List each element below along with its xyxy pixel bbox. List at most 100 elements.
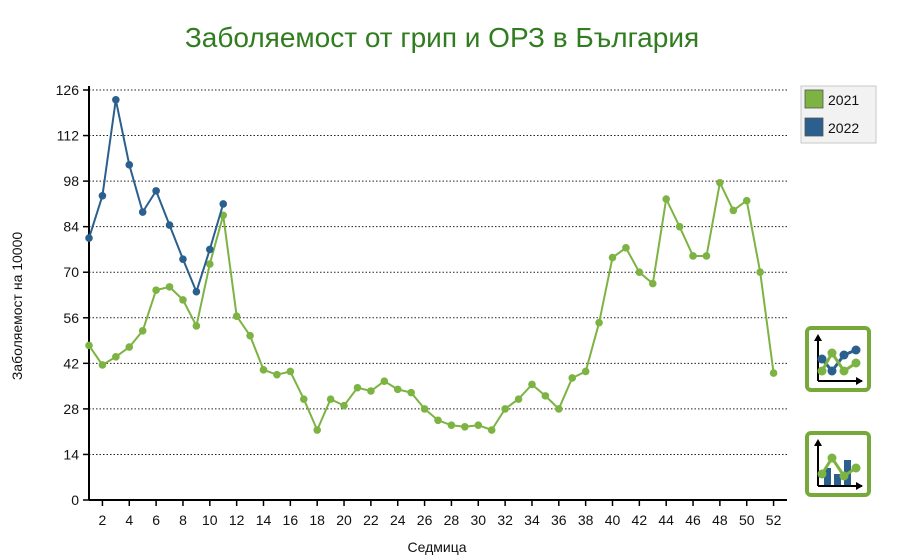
data-point-2021[interactable]	[689, 252, 697, 260]
data-point-2021[interactable]	[299, 395, 308, 403]
data-point-2021[interactable]	[447, 421, 456, 429]
data-point-2022[interactable]	[179, 255, 187, 264]
data-point-2021[interactable]	[769, 369, 778, 377]
data-point-2021[interactable]	[152, 286, 160, 294]
data-point-2021[interactable]	[286, 367, 295, 376]
data-point-2021[interactable]	[742, 196, 751, 205]
data-point-2022[interactable]	[98, 191, 107, 200]
data-point-2022[interactable]	[125, 161, 134, 169]
data-point-2022[interactable]	[112, 95, 120, 104]
x-tick-label: 38	[578, 512, 594, 528]
line-chart-icon	[814, 334, 863, 385]
data-point-2021[interactable]	[273, 370, 281, 379]
y-tick-label: 70	[63, 264, 79, 280]
data-point-2021[interactable]	[662, 195, 670, 203]
data-point-2021[interactable]	[541, 392, 550, 400]
y-tick-label: 112	[57, 128, 80, 144]
series-line-2022	[88, 98, 225, 293]
data-point-2021[interactable]	[232, 312, 241, 320]
data-point-2021[interactable]	[622, 244, 630, 252]
series-line-2021	[88, 181, 775, 431]
data-point-2021[interactable]	[206, 260, 214, 268]
y-tick-label: 98	[63, 173, 79, 189]
data-point-2021[interactable]	[313, 426, 321, 434]
data-point-2021[interactable]	[434, 416, 442, 425]
data-point-2021[interactable]	[555, 405, 563, 413]
data-point-2021[interactable]	[353, 383, 362, 392]
data-point-2021[interactable]	[179, 296, 187, 304]
data-point-2021[interactable]	[461, 422, 469, 431]
data-point-2021[interactable]	[393, 385, 402, 394]
x-tick-label: 20	[336, 512, 352, 528]
data-point-2022[interactable]	[206, 245, 214, 254]
legend-swatch-2021[interactable]	[804, 89, 824, 109]
data-point-2021[interactable]	[608, 253, 617, 262]
legend-label-2021[interactable]: 2021	[828, 92, 859, 108]
data-point-2021[interactable]	[85, 341, 93, 350]
x-tick-label: 2	[99, 512, 107, 528]
y-tick-label: 84	[63, 219, 79, 235]
y-tick-label: 42	[63, 355, 79, 371]
data-point-2021[interactable]	[326, 395, 335, 403]
data-point-2021[interactable]	[648, 279, 657, 288]
x-tick-label: 24	[390, 512, 406, 528]
data-point-2021[interactable]	[581, 367, 590, 376]
legend-swatch-2022[interactable]	[804, 117, 824, 137]
x-tick-label: 44	[658, 512, 674, 528]
y-tick-label: 28	[63, 401, 79, 417]
data-point-2021[interactable]	[474, 421, 483, 429]
data-point-2021[interactable]	[112, 353, 120, 361]
data-point-2022[interactable]	[138, 208, 147, 216]
data-point-2021[interactable]	[528, 380, 536, 389]
data-point-2022[interactable]	[219, 200, 228, 208]
data-point-2022[interactable]	[192, 287, 201, 296]
data-point-2021[interactable]	[367, 387, 375, 395]
data-point-2021[interactable]	[595, 318, 603, 327]
x-tick-label: 22	[363, 512, 379, 528]
data-point-2021[interactable]	[98, 361, 107, 369]
legend-label-2022[interactable]: 2022	[828, 120, 859, 136]
data-point-2021[interactable]	[380, 377, 389, 386]
bar-line-chart-button[interactable]	[805, 431, 871, 497]
data-point-2022[interactable]	[85, 234, 93, 242]
data-point-2021[interactable]	[420, 405, 429, 413]
data-point-2021[interactable]	[125, 343, 134, 351]
x-tick-label: 34	[524, 512, 540, 528]
x-tick-label: 48	[712, 512, 728, 528]
data-point-2022[interactable]	[165, 221, 174, 229]
data-point-2021[interactable]	[635, 268, 644, 277]
data-point-2021[interactable]	[165, 283, 174, 291]
data-point-2021[interactable]	[407, 388, 415, 397]
data-point-2021[interactable]	[716, 178, 724, 187]
line-chart-button[interactable]	[805, 326, 871, 392]
axes	[83, 86, 787, 506]
data-point-2021[interactable]	[702, 252, 711, 260]
y-tick-label: 56	[63, 310, 79, 326]
data-point-2021[interactable]	[487, 426, 496, 434]
x-tick-label: 10	[202, 512, 218, 528]
data-point-2021[interactable]	[192, 322, 201, 330]
x-tick-label: 16	[283, 512, 299, 528]
data-point-2021[interactable]	[340, 401, 348, 410]
data-point-2021[interactable]	[514, 395, 523, 403]
data-point-2021[interactable]	[246, 331, 254, 340]
x-tick-label: 52	[766, 512, 782, 528]
data-point-2021[interactable]	[756, 268, 764, 277]
data-point-2022[interactable]	[152, 187, 160, 195]
x-tick-label: 6	[152, 512, 160, 528]
data-point-2021[interactable]	[568, 374, 577, 382]
data-point-2021[interactable]	[259, 366, 268, 374]
x-tick-label: 30	[470, 512, 486, 528]
x-tick-label: 36	[551, 512, 567, 528]
x-tick-label: 14	[256, 512, 272, 528]
data-point-2021[interactable]	[138, 326, 147, 335]
y-tick-label: 14	[63, 446, 79, 462]
chart-title: Заболяемост от грип и ОРЗ в България	[184, 22, 700, 53]
data-point-2021[interactable]	[729, 206, 738, 215]
data-point-2021[interactable]	[675, 222, 684, 231]
legend: 2021 2022	[800, 85, 877, 144]
data-point-2021[interactable]	[501, 405, 509, 413]
series-2021	[85, 178, 778, 434]
grid-lines	[89, 89, 787, 455]
